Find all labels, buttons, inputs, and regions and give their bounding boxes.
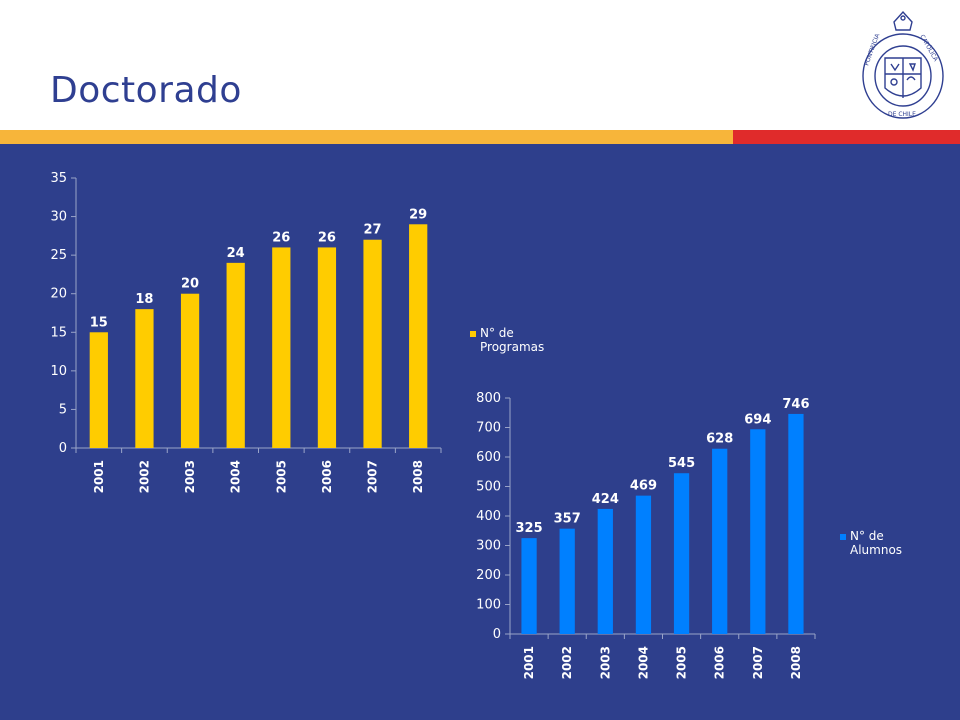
x-tick-label-2002: 2002 <box>560 646 574 679</box>
data-label-2005: 545 <box>668 456 695 471</box>
x-tick-label-2001: 2001 <box>522 646 536 679</box>
bar-2001 <box>521 538 537 634</box>
x-tick-label-2003: 2003 <box>598 646 612 679</box>
y-tick-label: 300 <box>476 539 501 554</box>
x-tick-label-2002: 2002 <box>137 460 151 493</box>
y-tick-label: 500 <box>476 480 501 495</box>
bar-2004 <box>226 262 245 448</box>
bar-2005 <box>272 247 291 448</box>
data-label-2002: 18 <box>135 292 153 307</box>
svg-text:DE CHILE: DE CHILE <box>888 111 916 118</box>
bar-2004 <box>635 495 652 634</box>
legend-swatch <box>840 534 846 540</box>
data-label-2001: 15 <box>90 315 108 330</box>
x-tick-label-2004: 2004 <box>636 646 650 679</box>
bar-2007 <box>750 429 766 634</box>
bar-2006 <box>317 247 337 448</box>
bar-2008 <box>409 224 428 448</box>
x-tick-label-2001: 2001 <box>92 460 106 493</box>
x-tick-label-2003: 2003 <box>183 460 197 493</box>
y-tick-label: 15 <box>50 325 67 340</box>
data-label-2008: 746 <box>782 397 809 412</box>
x-tick-label-2008: 2008 <box>411 460 425 493</box>
bar-2005 <box>673 473 690 634</box>
y-tick-label: 200 <box>476 568 501 583</box>
y-tick-label: 5 <box>59 402 67 417</box>
y-tick-label: 800 <box>476 391 501 406</box>
programs-chart: 0 5 10 15 20 25 30 35 15 2001 18 2002 20 2003 24 2004 26… <box>50 171 544 493</box>
x-tick-label-2007: 2007 <box>751 646 765 679</box>
x-tick-label-2004: 2004 <box>229 460 243 493</box>
data-label-2008: 29 <box>409 207 427 222</box>
data-label-2004: 469 <box>630 479 657 494</box>
y-tick-label: 600 <box>476 450 501 465</box>
data-label-2002: 357 <box>554 512 581 527</box>
y-tick-label: 400 <box>476 509 501 524</box>
bar-2003 <box>180 293 200 448</box>
data-label-2007: 694 <box>744 412 771 427</box>
slide-header: Doctorado PONTIFICIA CATÓLICA DE CHILE <box>0 0 960 130</box>
x-tick-label-2005: 2005 <box>675 646 689 679</box>
legend-label-continued: Alumnos <box>850 543 902 557</box>
data-label-2007: 27 <box>364 223 382 238</box>
bar-2008 <box>788 413 804 634</box>
data-label-2005: 26 <box>272 230 290 245</box>
slide-title: Doctorado <box>50 70 242 111</box>
data-label-2006: 26 <box>318 230 336 245</box>
x-tick-label-2006: 2006 <box>713 646 727 679</box>
x-tick-label-2006: 2006 <box>320 460 334 493</box>
y-tick-label: 700 <box>476 421 501 436</box>
y-tick-label: 25 <box>50 248 67 263</box>
data-label-2006: 628 <box>706 432 733 447</box>
bar-2007 <box>363 239 382 448</box>
bar-2001 <box>89 332 108 448</box>
x-tick-label-2008: 2008 <box>789 646 803 679</box>
x-tick-label-2005: 2005 <box>274 460 288 493</box>
data-label-2001: 325 <box>515 521 542 536</box>
bar-2006 <box>712 448 728 634</box>
y-tick-label: 0 <box>59 441 67 456</box>
university-seal-logo: PONTIFICIA CATÓLICA DE CHILE <box>862 10 944 119</box>
y-tick-label: 10 <box>50 364 67 379</box>
data-label-2004: 24 <box>227 246 245 261</box>
legend-swatch <box>470 331 476 337</box>
bar-2002 <box>135 309 154 448</box>
y-tick-label: 0 <box>493 627 501 642</box>
x-tick-label-2007: 2007 <box>366 460 380 493</box>
legend-label: N° de <box>850 529 884 543</box>
data-label-2003: 20 <box>181 277 199 292</box>
bar-2002 <box>559 528 575 634</box>
y-tick-label: 35 <box>50 171 67 186</box>
legend-label-continued: Programas <box>480 340 544 354</box>
data-label-2003: 424 <box>592 492 619 507</box>
students-chart: 0 100 200 300 400 500 600 700 800 325 2001 357 2002 4… <box>476 391 902 679</box>
legend-label: N° de <box>480 326 514 340</box>
header-stripe-red <box>733 130 960 144</box>
y-tick-label: 30 <box>50 210 67 225</box>
bar-2003 <box>597 508 613 634</box>
y-tick-label: 20 <box>50 287 67 302</box>
y-tick-label: 100 <box>476 598 501 613</box>
header-stripe-yellow <box>0 130 733 144</box>
